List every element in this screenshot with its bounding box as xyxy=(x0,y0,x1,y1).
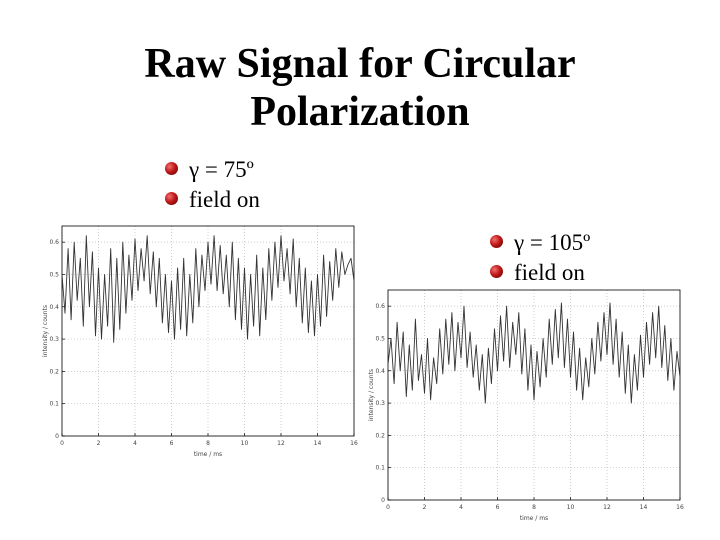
bullet-icon xyxy=(490,265,503,278)
y-tick-label: 0.2 xyxy=(49,368,59,375)
signal-series-line xyxy=(61,235,355,343)
plot-frame xyxy=(61,225,355,437)
y-tick-label: 0.5 xyxy=(49,271,59,278)
y-tick-label: 0.6 xyxy=(375,303,385,310)
signal-plot-gamma-75: 0 2 4 6 8 10 12 14 16 0 0.1 0.2 0.3 0.4 0.5 0.6 time / m… xyxy=(42,225,358,458)
bullet-icon xyxy=(165,192,178,205)
x-tick-label: 8 xyxy=(532,504,536,511)
x-axis-label: time / ms xyxy=(194,451,222,458)
x-tick-label: 10 xyxy=(567,504,575,511)
x-tick-label: 10 xyxy=(241,440,249,447)
x-tick-label: 6 xyxy=(496,504,500,511)
plot-frame xyxy=(387,289,681,501)
x-tick-label: 16 xyxy=(676,504,684,511)
x-tick-label: 0 xyxy=(386,504,390,511)
bullet-item: field on xyxy=(490,258,590,288)
slide-title-line-1: Raw Signal for Circular xyxy=(144,41,576,87)
x-axis-label: time / ms xyxy=(520,515,548,522)
x-tick-label: 6 xyxy=(170,440,174,447)
y-tick-label: 0.4 xyxy=(375,368,385,375)
x-tick-label: 2 xyxy=(423,504,427,511)
slide-title-line-2: Polarization xyxy=(250,89,470,135)
y-axis-label: intensity / counts xyxy=(42,305,49,357)
bullet-list-gamma-105: γ = 105º field on xyxy=(490,228,590,288)
bullet-icon xyxy=(490,235,503,248)
bullet-text: γ = 105º xyxy=(514,230,591,255)
slide-title: Raw Signal for Circular Polarization xyxy=(60,40,660,136)
y-tick-label: 0.1 xyxy=(49,401,59,408)
y-tick-label: 0.3 xyxy=(49,336,59,343)
bullet-text: field on xyxy=(189,187,260,212)
y-tick-label: 0.3 xyxy=(375,400,385,407)
bullet-item: field on xyxy=(165,185,260,215)
x-tick-label: 14 xyxy=(314,440,322,447)
x-tick-label: 12 xyxy=(603,504,611,511)
y-axis-label: intensity / counts xyxy=(368,369,375,421)
x-tick-label: 14 xyxy=(640,504,648,511)
signal-series-line xyxy=(387,302,681,404)
x-tick-label: 16 xyxy=(350,440,358,447)
x-tick-label: 4 xyxy=(133,440,137,447)
bullet-icon xyxy=(165,162,178,175)
y-tick-label: 0.6 xyxy=(49,239,59,246)
y-tick-label: 0 xyxy=(381,497,385,504)
y-tick-label: 0.1 xyxy=(375,465,385,472)
y-tick-label: 0 xyxy=(55,433,59,440)
y-tick-label: 0.2 xyxy=(375,432,385,439)
y-tick-label: 0.4 xyxy=(49,304,59,311)
bullet-item: γ = 105º xyxy=(490,228,590,258)
y-tick-label: 0.5 xyxy=(375,335,385,342)
bullet-text: γ = 75º xyxy=(189,157,254,182)
x-tick-label: 2 xyxy=(97,440,101,447)
bullet-text: field on xyxy=(514,260,585,285)
x-tick-label: 12 xyxy=(277,440,285,447)
x-tick-label: 0 xyxy=(60,440,64,447)
signal-plot-gamma-105: 0 2 4 6 8 10 12 14 16 0 0.1 0.2 0.3 0.4 0.5 0.6 time / m… xyxy=(368,289,684,522)
x-tick-label: 8 xyxy=(206,440,210,447)
x-tick-label: 4 xyxy=(459,504,463,511)
bullet-list-gamma-75: γ = 75º field on xyxy=(165,155,260,215)
bullet-item: γ = 75º xyxy=(165,155,260,185)
